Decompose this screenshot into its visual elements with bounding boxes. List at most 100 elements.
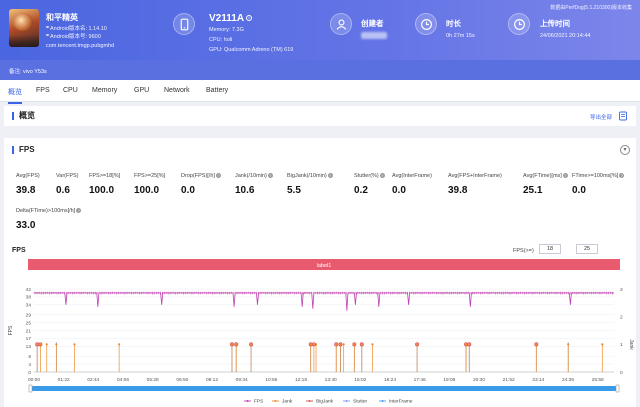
collapse-icon[interactable]: ▾ (620, 145, 630, 155)
stat-value: 39.8 (16, 185, 36, 196)
stat-label: FPS>=25[%] (134, 173, 165, 179)
jank-point (235, 343, 238, 346)
y-tick-label: 17 (26, 336, 32, 342)
tab-bar: 概览 FPS CPU Memory GPU Network Battery (0, 80, 640, 104)
help-icon[interactable]: ? (76, 208, 82, 213)
y-tick-label: 34 (26, 303, 32, 309)
jank-point (312, 343, 315, 346)
x-tick-label: 21:52 (503, 377, 515, 383)
x-tick-label: 20:30 (473, 377, 485, 383)
tab-network[interactable]: Network (164, 87, 190, 94)
x-tick-label: 01:22 (58, 377, 70, 383)
stat-label-text: BigJank(/10min) (287, 173, 327, 179)
stat-label-text: FPS>=25[%] (134, 173, 166, 179)
export-all-link[interactable]: 导出全部 (589, 115, 612, 121)
stat-label-text: Delta(FTime)>100ms[/h] (16, 208, 76, 214)
help-icon[interactable]: ? (562, 173, 568, 178)
stat-value: 33.0 (16, 220, 36, 231)
legend-entry: FPS (254, 399, 263, 405)
stat-label-text: Jank(/10min) (235, 173, 267, 179)
report-header: 和平精英 Android版本名: 1.14.10 Android版本号: 960… (0, 0, 640, 60)
x-tick-label: 25:58 (592, 377, 604, 383)
clock-icon (415, 13, 437, 35)
jank-point (36, 343, 39, 346)
jank-point (55, 343, 58, 346)
bigjank-point (467, 342, 472, 347)
app-name: 和平精英 (46, 13, 78, 22)
jank-point (464, 343, 468, 346)
device-memory: Memory: 7.3G (209, 27, 244, 33)
stat-fps-18: FPS>=18[%] 100.0 (89, 173, 120, 196)
fps-threshold-input-2[interactable]: 25 (576, 244, 598, 254)
bigjank-point (234, 342, 239, 347)
stat-value: 0.2 (354, 185, 368, 196)
jank-point (339, 343, 342, 346)
tab-battery[interactable]: Battery (206, 87, 229, 94)
stat-label: BigJank(/10min)? (287, 173, 333, 179)
jank-point (601, 343, 604, 346)
stat-avg-fps: Avg(FPS) 39.8 (16, 173, 40, 196)
stat-bigjank-10min: BigJank(/10min)? 5.5 (287, 173, 333, 196)
stat-ftime-100ms: FTime>=100ms[%]? 0.0 (572, 173, 625, 196)
stat-label-text: Stutter(%) (354, 173, 379, 179)
fps-chart[interactable]: FPS FPS(>=) label1 0 4 8 13 17 21 25 29 34 38 42 0 1 2 3 F… (4, 238, 636, 407)
jank-point (468, 343, 471, 346)
tab-overview[interactable]: 概览 (8, 89, 22, 104)
y-tick-label: 29 (26, 312, 32, 318)
jank-point (250, 343, 253, 346)
stat-label: Var(FPS) (56, 173, 79, 179)
stat-var-fps: Var(FPS) 0.6 (56, 173, 79, 196)
x-tick-label: 00:00 (28, 377, 40, 383)
label-bar-text: label1 (317, 263, 332, 269)
help-icon[interactable]: ? (267, 173, 273, 178)
help-icon[interactable]: ? (327, 173, 333, 178)
tab-fps[interactable]: FPS (36, 87, 50, 94)
game-icon (9, 9, 39, 47)
stat-label: Avg(FPS+InterFrame) (448, 173, 502, 179)
y-right-tick-label: 2 (620, 314, 623, 320)
y-right-tick-label: 1 (620, 342, 623, 348)
fps-panel: FPS ▾ Avg(FPS) 39.8 Var(FPS) 0.6 FPS>=18[%] 1… (4, 138, 636, 407)
upload-label: 上传时间 (540, 19, 570, 28)
help-icon[interactable]: ? (215, 173, 221, 178)
android-code: Android版本号: 9600 (46, 33, 101, 40)
tab-gpu[interactable]: GPU (134, 87, 150, 94)
upload-value: 24/06/2021 20:14:44 (540, 33, 591, 39)
help-icon[interactable]: ? (379, 173, 385, 178)
legend-marker (308, 400, 311, 402)
jank-point (353, 343, 356, 346)
bigjank-point (249, 342, 254, 347)
x-tick-label: 10:56 (265, 377, 277, 383)
jank-point (416, 343, 419, 346)
jank-point (230, 343, 234, 346)
stat-label: Drop(FPS)[/h]? (181, 173, 221, 179)
fps-series-line (34, 292, 614, 311)
tab-cpu[interactable]: CPU (63, 87, 78, 94)
stat-label: Avg(FPS) (16, 173, 40, 179)
bigjank-point (334, 342, 339, 347)
x-tick-label: 19:08 (443, 377, 455, 383)
legend-marker (345, 400, 348, 402)
bigjank-point (534, 342, 539, 347)
tab-memory[interactable]: Memory (92, 87, 118, 94)
overview-section: 概览 导出全部 (4, 106, 636, 126)
jank-point (335, 343, 338, 346)
stat-avg-interframe: Avg(InterFrame) 0.0 (392, 173, 432, 196)
bigjank-point (38, 342, 43, 347)
duration-value: 0h 27m 15s (446, 33, 475, 39)
export-icon[interactable] (618, 111, 628, 121)
android-version: Android版本名: 1.14.10 (46, 25, 107, 32)
bigjank-point (415, 342, 420, 347)
stat-value: 39.8 (448, 185, 468, 196)
info-icon[interactable]: i (246, 15, 253, 21)
stat-label: Avg(FTime)[ms]? (523, 173, 568, 179)
stat-value: 0.6 (56, 185, 70, 196)
fps-threshold-label: FPS(>=) (513, 248, 534, 254)
help-icon[interactable]: ? (619, 173, 625, 178)
stat-avg-ftime-ms: Avg(FTime)[ms]? 25.1 (523, 173, 568, 196)
device-cpu: CPU: holi (209, 37, 233, 43)
y-tick-label: 25 (26, 320, 32, 326)
y-right-axis-label: Jank (628, 339, 634, 350)
jank-point (73, 343, 76, 346)
fps-threshold-input-1[interactable]: 18 (539, 244, 561, 254)
